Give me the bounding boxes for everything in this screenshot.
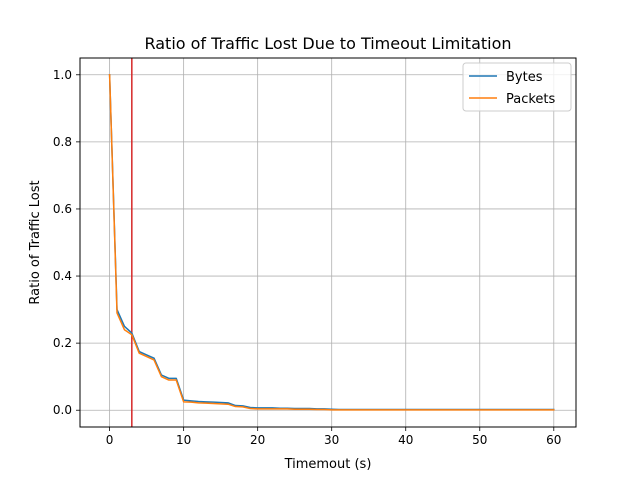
x-tick-label: 60 (546, 433, 561, 447)
x-tick-label: 30 (324, 433, 339, 447)
x-tick-label: 40 (398, 433, 413, 447)
x-tick-label: 20 (250, 433, 265, 447)
plot-frame (79, 57, 577, 428)
y-axis: 0.0 0.2 0.4 0.6 0.8 1.0 (53, 68, 80, 417)
y-tick-label: 1.0 (53, 68, 72, 82)
legend-label-bytes: Bytes (506, 70, 543, 85)
y-tick-label: 0.2 (53, 336, 72, 350)
y-tick-label: 0.4 (53, 269, 72, 283)
y-tick-label: 0.0 (53, 403, 72, 417)
legend-box (462, 62, 572, 112)
y-tick-label: 0.8 (53, 135, 72, 149)
x-tick-label: 10 (176, 433, 191, 447)
x-axis-label: Timemout (s) (284, 457, 372, 472)
series-layer (108, 73, 555, 411)
x-tick-label: 0 (106, 433, 114, 447)
x-axis: 0 10 20 30 40 50 60 (106, 427, 561, 447)
y-tick-label: 0.6 (53, 202, 72, 216)
series-line-packets (108, 73, 555, 411)
grid (80, 58, 576, 427)
x-tick-label: 50 (472, 433, 487, 447)
y-axis-label: Ratio of Traffic Lost (28, 180, 43, 304)
legend-label-packets: Packets (506, 92, 556, 107)
chart-title: Ratio of Traffic Lost Due to Timeout Lim… (144, 34, 511, 53)
legend: Bytes Packets (462, 62, 572, 112)
